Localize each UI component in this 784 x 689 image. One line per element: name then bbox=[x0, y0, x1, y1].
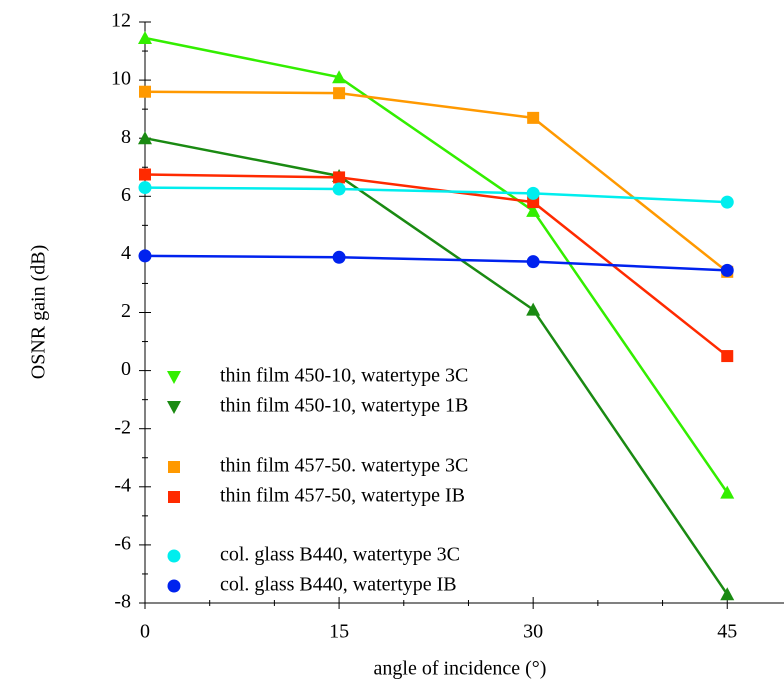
y-tick-label: 10 bbox=[111, 68, 131, 90]
point bbox=[138, 181, 152, 195]
point bbox=[333, 87, 346, 100]
legend-marker bbox=[168, 461, 180, 473]
point bbox=[139, 85, 151, 98]
point bbox=[720, 263, 734, 277]
legend-marker bbox=[167, 371, 181, 384]
y-tick-label: -4 bbox=[114, 474, 131, 496]
point bbox=[526, 255, 540, 269]
point bbox=[333, 171, 346, 184]
x-tick-label: 0 bbox=[140, 621, 150, 643]
point bbox=[720, 587, 735, 601]
y-tick-label: 6 bbox=[121, 184, 131, 206]
legend-marker bbox=[168, 491, 180, 503]
point bbox=[332, 250, 346, 264]
x-tick-label: 45 bbox=[717, 621, 737, 643]
legend-label: col. glass B440, watertype 3C bbox=[220, 544, 460, 566]
y-tick-label: 8 bbox=[121, 126, 131, 148]
series-line bbox=[144, 36, 729, 494]
y-tick-label: -6 bbox=[114, 532, 131, 554]
legend-label: thin film 457-50, watertype IB bbox=[220, 485, 465, 507]
point bbox=[332, 182, 346, 196]
point bbox=[138, 249, 152, 263]
series-line bbox=[144, 90, 729, 273]
y-tick-label: 0 bbox=[121, 358, 131, 380]
x-tick-label: 15 bbox=[329, 621, 349, 643]
legend-marker bbox=[167, 549, 181, 563]
point bbox=[721, 350, 734, 363]
y-tick-label: 4 bbox=[121, 242, 131, 264]
legend-marker bbox=[167, 579, 181, 593]
point bbox=[527, 111, 540, 124]
x-tick-label: 30 bbox=[523, 621, 543, 643]
y-tick-label: -8 bbox=[114, 591, 131, 613]
x-axis-label: angle of incidence (°) bbox=[374, 658, 547, 680]
y-tick-label: -2 bbox=[114, 416, 131, 438]
legend-label: thin film 450-10, watertype 1B bbox=[220, 395, 468, 417]
point bbox=[138, 30, 152, 44]
series-line bbox=[144, 186, 728, 204]
point bbox=[526, 302, 541, 316]
point bbox=[138, 131, 152, 145]
point bbox=[720, 485, 735, 499]
legend-marker bbox=[167, 401, 181, 414]
series-line bbox=[144, 254, 728, 272]
point bbox=[526, 186, 540, 200]
point bbox=[139, 168, 151, 181]
series-line bbox=[144, 173, 729, 358]
legend-label: thin film 450-10, watertype 3C bbox=[220, 365, 468, 387]
legend-label: col. glass B440, watertype IB bbox=[220, 574, 457, 596]
point bbox=[720, 195, 734, 209]
point bbox=[332, 70, 347, 84]
y-tick-label: 12 bbox=[111, 10, 131, 32]
legend-label: thin film 457-50. watertype 3C bbox=[220, 455, 468, 477]
y-axis-label: OSNR gain (dB) bbox=[28, 245, 50, 379]
series-line bbox=[144, 136, 729, 595]
point bbox=[526, 203, 541, 217]
y-tick-label: 2 bbox=[121, 300, 131, 322]
